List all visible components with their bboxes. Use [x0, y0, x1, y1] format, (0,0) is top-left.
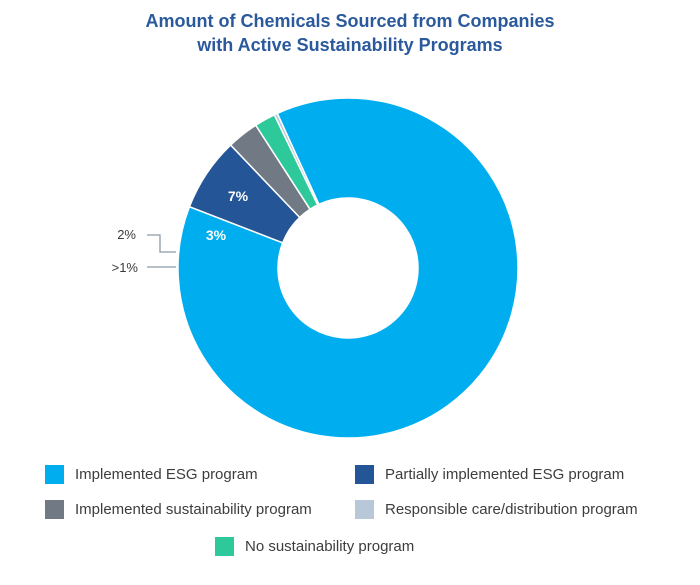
- chart-title-line-2: with Active Sustainability Programs: [197, 35, 503, 55]
- chart-title-line-1: Amount of Chemicals Sourced from Compani…: [145, 11, 555, 31]
- legend-label: No sustainability program: [245, 538, 415, 555]
- legend-item-no-sustainability: No sustainability program: [215, 537, 414, 556]
- legend-swatch: [355, 500, 374, 519]
- chart-title: Amount of Chemicals Sourced from Compani…: [0, 9, 700, 57]
- leader-lines: [147, 234, 176, 268]
- slice-label-partial-esg: 7%: [228, 188, 249, 204]
- legend-item-partial-esg: Partially implemented ESG program: [355, 465, 624, 484]
- legend-label: Implemented ESG program: [75, 466, 258, 483]
- legend-swatch: [215, 537, 234, 556]
- legend-label: Partially implemented ESG program: [385, 466, 625, 483]
- legend-swatch: [355, 465, 374, 484]
- legend-item-sustainability: Implemented sustainability program: [45, 500, 312, 519]
- legend-item-responsible-care: Responsible care/distribution program: [355, 500, 638, 519]
- legend-swatch: [45, 500, 64, 519]
- slice-label-sustainability: 3%: [206, 227, 227, 243]
- donut-slices: [177, 97, 519, 439]
- slice-label-no-sustainability: 2%: [117, 227, 136, 242]
- slice-responsible-care: [273, 112, 320, 206]
- leader-line-no-sustainability: [147, 234, 176, 253]
- slice-label-responsible-care: >1%: [112, 260, 139, 275]
- legend-label: Responsible care/distribution program: [385, 501, 638, 518]
- legend-item-implemented-esg: Implemented ESG program: [45, 465, 258, 484]
- slice-implemented-esg: [177, 97, 519, 439]
- legend-label: Implemented sustainability program: [75, 501, 312, 518]
- donut-chart: 7% 3% 2% >1%: [112, 97, 519, 439]
- legend-swatch: [45, 465, 64, 484]
